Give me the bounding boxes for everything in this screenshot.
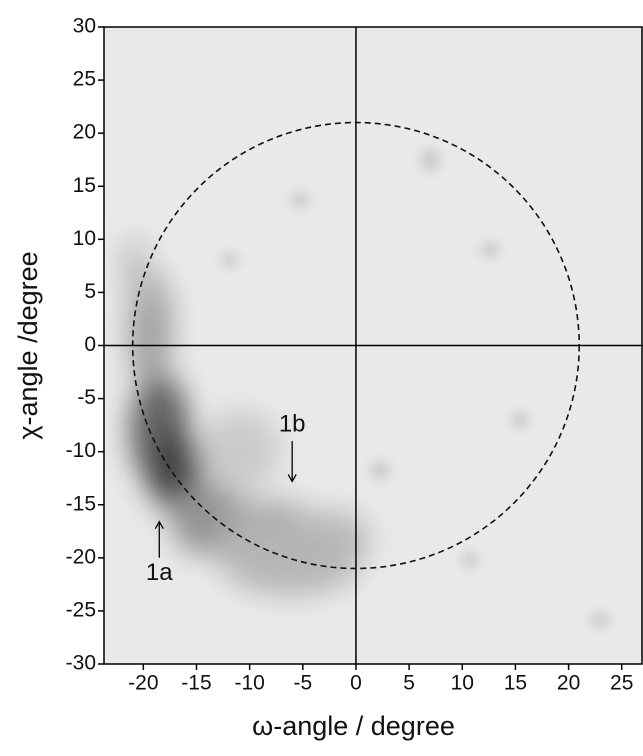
y-axis-label: χ-angle /degree — [13, 251, 43, 439]
x-tick-label: 20 — [557, 672, 580, 695]
y-tick-label: 10 — [73, 227, 96, 250]
y-tick-label: -15 — [66, 492, 96, 515]
x-tick-label: -10 — [234, 672, 264, 695]
x-axis-label: ω-angle / degree — [252, 711, 455, 741]
y-tick-label: 30 — [73, 15, 96, 38]
y-tick-label: -5 — [77, 386, 96, 409]
radius-circle — [131, 121, 581, 570]
y-tick-label: 0 — [84, 333, 96, 356]
y-tick-label: 15 — [73, 174, 96, 197]
arrow-head — [154, 520, 164, 530]
x-tick-label: 25 — [610, 672, 633, 695]
y-tick-label: -10 — [66, 439, 96, 462]
x-tick-label: -5 — [293, 672, 312, 695]
y-tick-label: 25 — [73, 68, 96, 91]
y-tick-label: -30 — [66, 652, 96, 675]
x-tick-label: 5 — [403, 672, 415, 695]
y-tick-label: -25 — [66, 598, 96, 621]
annotation-label: 1b — [279, 410, 306, 437]
x-tick-label: 0 — [350, 672, 362, 695]
y-tick-label: 20 — [73, 121, 96, 144]
intensity-map — [121, 148, 610, 626]
y-tick-label: 5 — [84, 280, 96, 303]
annotation-label: 1a — [146, 559, 173, 586]
arrow-head — [287, 474, 297, 483]
x-tick-label: 15 — [504, 672, 527, 695]
x-tick-label: -20 — [128, 672, 158, 695]
x-tick-label: 10 — [451, 672, 474, 695]
x-tick-label: -15 — [181, 672, 211, 695]
y-tick-label: -20 — [66, 545, 96, 568]
